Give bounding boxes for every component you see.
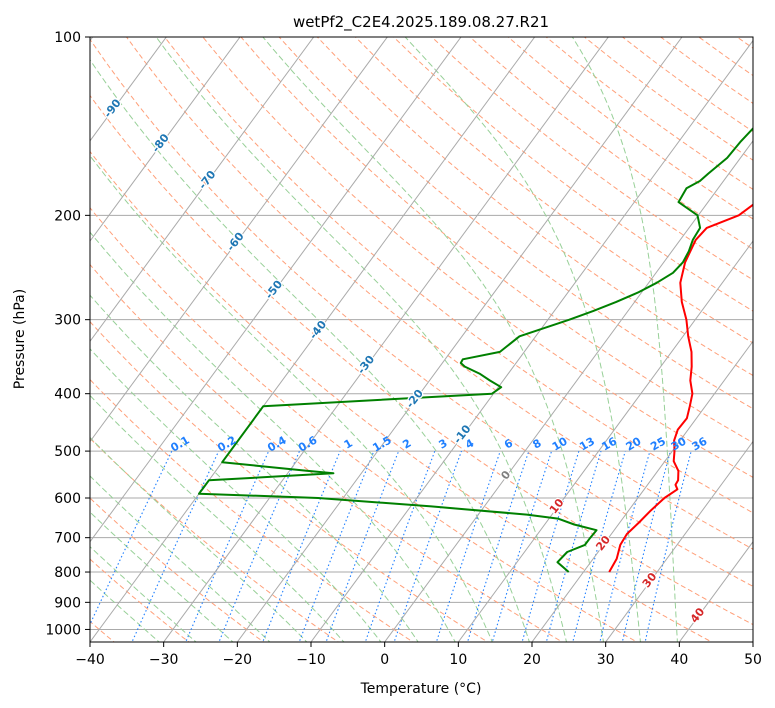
isotherm-line (90, 37, 462, 543)
y-tick-label: 200 (54, 208, 81, 224)
y-tick-label: 600 (54, 491, 81, 507)
y-tick-label: 700 (54, 531, 81, 547)
moist-adiabat (90, 579, 160, 642)
mixing-ratio-line (599, 450, 651, 642)
moist-adiabat (90, 394, 345, 642)
isotherm-line (90, 37, 167, 142)
mixing-ratio-line (545, 450, 602, 642)
x-tick-label: 10 (449, 652, 467, 668)
dry-adiabat (126, 37, 753, 550)
mixing-ratio-line (621, 450, 671, 642)
isotherm-line (90, 37, 536, 642)
y-axis-label: Pressure (hPa) (12, 289, 28, 389)
dry-adiabat (202, 37, 753, 478)
moist-adiabat (571, 37, 678, 642)
isotherm-line (605, 440, 753, 642)
dry-adiabat (90, 263, 564, 642)
moist-adiabat (90, 546, 197, 642)
isotherm-line (90, 37, 241, 242)
y-tick-label: 100 (54, 30, 81, 46)
grid-layer (90, 37, 753, 630)
plot-frame (89, 36, 754, 643)
moist-adiabat (90, 475, 271, 642)
dewpoint-line (198, 127, 753, 573)
x-tick-label: 30 (597, 652, 615, 668)
x-tick-label: 20 (523, 652, 541, 668)
dry-adiabat (240, 37, 753, 444)
dry-adiabat (90, 94, 753, 626)
mixing-ratio-line (572, 450, 626, 642)
moist-adiabat (404, 37, 642, 642)
mixing-ratio-line (90, 450, 173, 626)
moist-adiabat (90, 348, 382, 642)
moist-adiabat (90, 231, 456, 642)
isotherm-line (531, 340, 753, 642)
isotherm-line (457, 240, 753, 642)
skewed-isotherms (90, 37, 753, 642)
y-tick-label: 400 (54, 387, 81, 403)
profile-series (198, 127, 753, 573)
mixing-ratio-line (298, 450, 375, 642)
x-axis: −40 −30 −20 −10 0 10 20 30 40 50 (75, 642, 762, 668)
y-tick-label: 500 (54, 444, 81, 460)
x-tick-label: −20 (223, 652, 253, 668)
moist-adiabat (90, 154, 493, 642)
chart-title: wetPf2_C2E4.2025.189.08.27.R21 (293, 13, 549, 32)
x-tick-label: 40 (670, 652, 688, 668)
dry-adiabat (90, 207, 639, 642)
moist-adiabat (155, 37, 568, 642)
x-tick-label: 50 (744, 652, 762, 668)
moist-adiabat (262, 37, 605, 642)
y-tick-label: 900 (54, 595, 81, 611)
mixing-ratio-line (521, 450, 580, 642)
isotherm-line (90, 37, 315, 343)
isotherm-line (384, 140, 753, 642)
y-tick-label: 1000 (45, 622, 81, 638)
x-tick-label: −40 (75, 652, 105, 668)
mixing-ratio-line (325, 450, 400, 642)
x-tick-label: −10 (296, 652, 326, 668)
y-tick-label: 300 (54, 313, 81, 329)
dry-adiabat (90, 558, 190, 642)
mixing-ratio-line (364, 450, 436, 642)
isotherm-line (163, 37, 609, 642)
mixing-ratio-line (218, 450, 301, 642)
isotherm-line (236, 37, 683, 642)
y-axis: 100 200 300 400 500 600 700 800 900 1000 (45, 30, 90, 638)
x-tick-label: 0 (380, 652, 389, 668)
isotherm-line (90, 37, 388, 443)
mixing-ratio-line (435, 450, 501, 642)
x-axis-label: Temperature (°C) (360, 681, 482, 697)
dry-adiabat (316, 37, 753, 377)
mixing-ratio-line (393, 450, 463, 642)
isotherm-line (310, 39, 753, 642)
temperature-line (608, 203, 753, 573)
mixing-ratio-line (491, 450, 553, 642)
moist-adiabat (90, 511, 234, 642)
y-tick-label: 800 (54, 565, 81, 581)
dry-adiabat (393, 37, 753, 312)
dry-adiabat (90, 38, 753, 587)
x-tick-label: −30 (149, 652, 179, 668)
dry-adiabat (90, 378, 414, 642)
moist-adiabat (90, 436, 308, 642)
